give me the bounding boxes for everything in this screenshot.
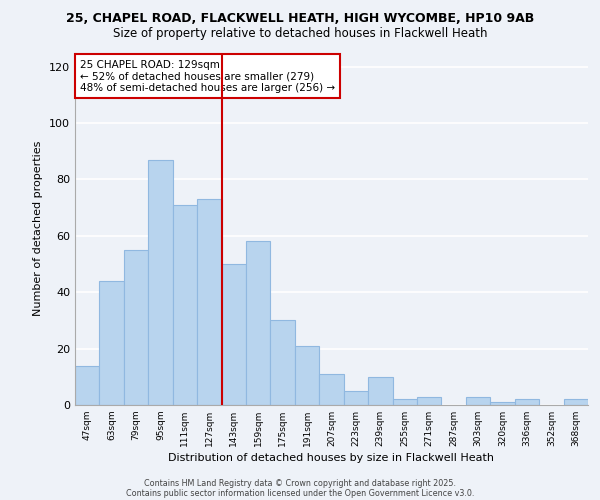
Bar [515,400,539,405]
Text: Contains public sector information licensed under the Open Government Licence v3: Contains public sector information licen… [126,488,474,498]
Y-axis label: Number of detached properties: Number of detached properties [34,141,43,316]
Text: 25, CHAPEL ROAD, FLACKWELL HEATH, HIGH WYCOMBE, HP10 9AB: 25, CHAPEL ROAD, FLACKWELL HEATH, HIGH W… [66,12,534,26]
Bar [271,320,295,405]
Text: Contains HM Land Registry data © Crown copyright and database right 2025.: Contains HM Land Registry data © Crown c… [144,478,456,488]
Bar [148,160,173,405]
Text: Size of property relative to detached houses in Flackwell Heath: Size of property relative to detached ho… [113,28,487,40]
Bar [319,374,344,405]
Bar [75,366,100,405]
Bar [368,377,392,405]
Bar [417,396,442,405]
Bar [563,400,588,405]
Bar [173,205,197,405]
X-axis label: Distribution of detached houses by size in Flackwell Heath: Distribution of detached houses by size … [169,453,494,463]
Bar [490,402,515,405]
Bar [197,199,221,405]
Bar [466,396,490,405]
Bar [392,400,417,405]
Bar [295,346,319,405]
Bar [124,250,148,405]
Bar [221,264,246,405]
Bar [100,281,124,405]
Text: 25 CHAPEL ROAD: 129sqm
← 52% of detached houses are smaller (279)
48% of semi-de: 25 CHAPEL ROAD: 129sqm ← 52% of detached… [80,60,335,93]
Bar [246,242,271,405]
Bar [344,391,368,405]
